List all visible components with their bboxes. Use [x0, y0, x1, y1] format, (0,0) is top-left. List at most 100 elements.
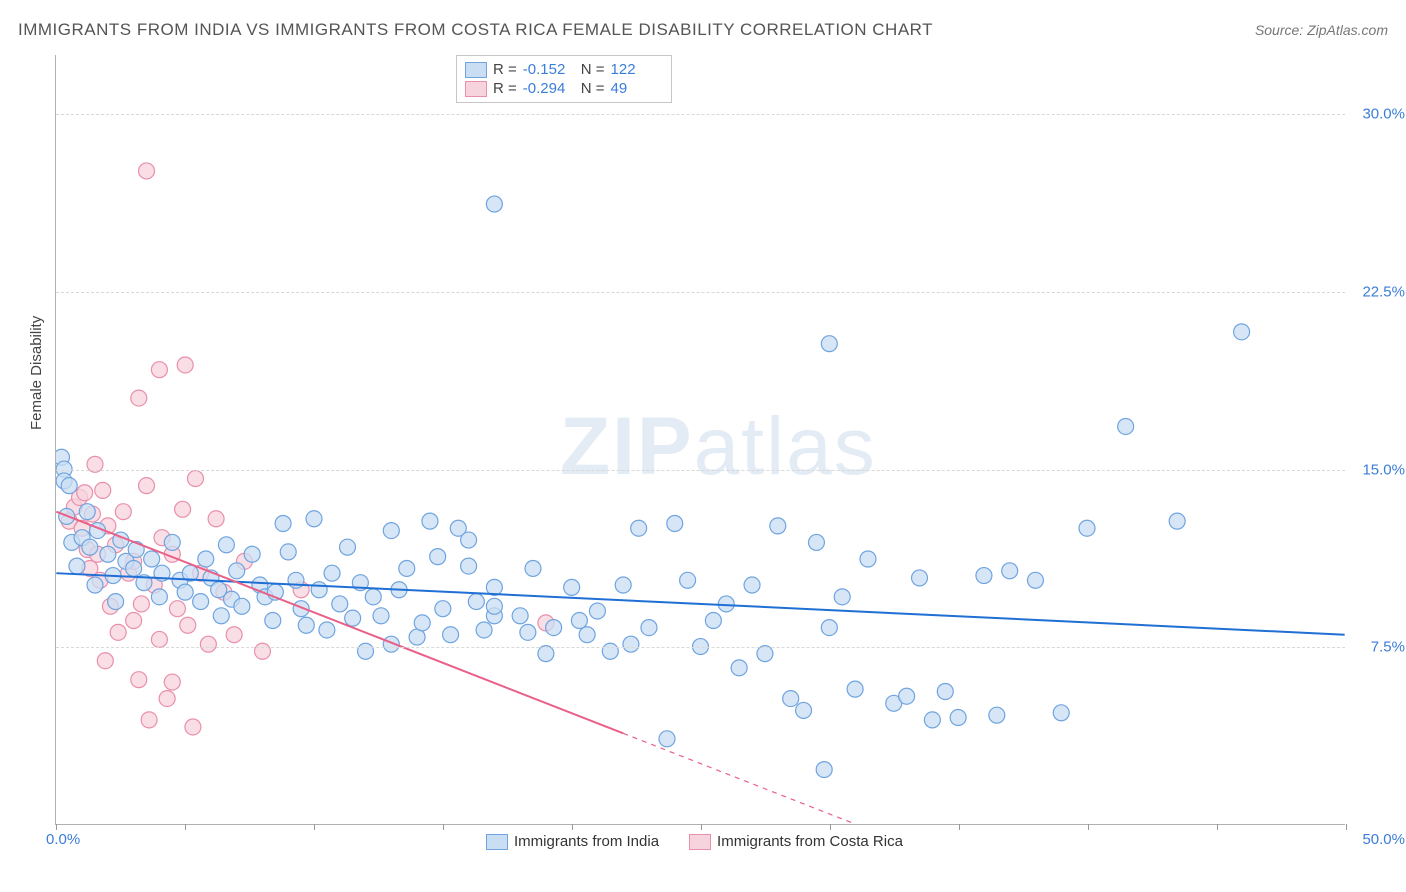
legend-label: Immigrants from Costa Rica	[717, 833, 903, 850]
data-point	[1118, 418, 1134, 434]
data-point	[208, 511, 224, 527]
data-point	[169, 601, 185, 617]
chart-title: IMMIGRANTS FROM INDIA VS IMMIGRANTS FROM…	[18, 20, 933, 40]
trend-line-extrapolated	[623, 733, 855, 824]
data-point	[450, 520, 466, 536]
data-point	[1234, 324, 1250, 340]
data-point	[213, 608, 229, 624]
data-point	[172, 572, 188, 588]
data-point	[128, 542, 144, 558]
gridline	[56, 647, 1345, 648]
data-point	[275, 516, 291, 532]
data-point	[77, 485, 93, 501]
data-point	[56, 449, 69, 465]
data-point	[358, 643, 374, 659]
data-point	[69, 558, 85, 574]
data-point	[808, 534, 824, 550]
data-point	[234, 598, 250, 614]
x-tick	[56, 824, 57, 830]
data-point	[860, 551, 876, 567]
data-point	[203, 570, 219, 586]
data-point	[144, 551, 160, 567]
data-point	[102, 598, 118, 614]
data-point	[435, 601, 451, 617]
data-point	[257, 589, 273, 605]
data-point	[564, 579, 580, 595]
data-point	[579, 627, 595, 643]
data-point	[461, 558, 477, 574]
data-point	[118, 553, 134, 569]
x-tick	[185, 824, 186, 830]
data-point	[937, 684, 953, 700]
data-point	[100, 546, 116, 562]
data-point	[899, 688, 915, 704]
data-point	[90, 546, 106, 562]
data-point	[84, 506, 100, 522]
data-point	[796, 702, 812, 718]
legend-stats-box: R = -0.152 N = 122 R = -0.294 N = 49	[456, 55, 672, 103]
chart-svg	[56, 55, 1345, 824]
data-point	[821, 336, 837, 352]
data-point	[226, 627, 242, 643]
data-point	[306, 511, 322, 527]
data-point	[783, 691, 799, 707]
data-point	[731, 660, 747, 676]
data-point	[641, 620, 657, 636]
swatch-icon	[486, 834, 508, 850]
data-point	[924, 712, 940, 728]
x-tick	[443, 824, 444, 830]
n-label: N =	[581, 61, 605, 78]
legend-item: Immigrants from India	[486, 833, 659, 850]
data-point	[319, 622, 335, 638]
plot-area: R = -0.152 N = 122 R = -0.294 N = 49 Imm…	[55, 55, 1345, 825]
data-point	[525, 560, 541, 576]
n-value: 49	[611, 80, 663, 97]
data-point	[229, 563, 245, 579]
data-point	[486, 608, 502, 624]
data-point	[151, 589, 167, 605]
gridline	[56, 470, 1345, 471]
data-point	[486, 598, 502, 614]
x-tick	[1346, 824, 1347, 830]
data-point	[141, 712, 157, 728]
data-point	[79, 542, 95, 558]
r-value: -0.294	[523, 80, 575, 97]
data-point	[834, 589, 850, 605]
data-point	[211, 582, 227, 598]
data-point	[146, 577, 162, 593]
y-tick-label: 22.5%	[1355, 283, 1405, 300]
data-point	[886, 695, 902, 711]
r-value: -0.152	[523, 61, 575, 78]
data-point	[816, 762, 832, 778]
r-label: R =	[493, 61, 517, 78]
data-point	[332, 596, 348, 612]
data-point	[589, 603, 605, 619]
data-point	[718, 596, 734, 612]
data-point	[97, 653, 113, 669]
data-point	[66, 499, 82, 515]
data-point	[461, 532, 477, 548]
data-point	[365, 589, 381, 605]
data-point	[164, 674, 180, 690]
data-point	[154, 565, 170, 581]
data-point	[705, 613, 721, 629]
legend-stats-row: R = -0.294 N = 49	[465, 79, 663, 98]
data-point	[218, 537, 234, 553]
data-point	[90, 523, 106, 539]
data-point	[126, 553, 142, 569]
data-point	[1053, 705, 1069, 721]
y-tick-label: 15.0%	[1355, 461, 1405, 478]
data-point	[311, 582, 327, 598]
data-point	[546, 620, 562, 636]
data-point	[82, 560, 98, 576]
data-point	[409, 629, 425, 645]
data-point	[110, 624, 126, 640]
data-point	[100, 518, 116, 534]
data-point	[1169, 513, 1185, 529]
data-point	[280, 544, 296, 560]
data-point	[224, 591, 240, 607]
data-point	[468, 594, 484, 610]
data-point	[298, 617, 314, 633]
x-min-label: 0.0%	[46, 831, 80, 848]
legend-item: Immigrants from Costa Rica	[689, 833, 903, 850]
